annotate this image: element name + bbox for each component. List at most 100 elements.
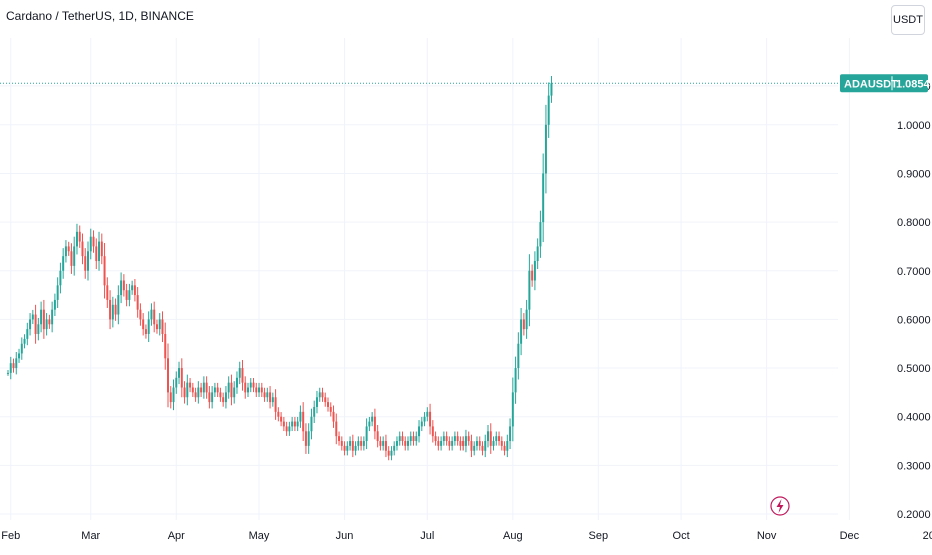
candle-body — [64, 246, 67, 257]
candle-body — [332, 411, 335, 422]
candle-body — [291, 421, 294, 427]
candle-body — [434, 436, 437, 442]
candle-body — [266, 392, 269, 398]
candle-body — [222, 397, 225, 403]
candle-body — [48, 319, 51, 325]
candle-body — [285, 426, 288, 432]
candle-body — [51, 309, 54, 325]
candle-body — [29, 319, 32, 330]
candle-body — [511, 392, 514, 427]
candle-body — [395, 441, 398, 446]
candle-body — [462, 441, 465, 446]
candle-body — [420, 421, 423, 427]
candle-body — [467, 436, 470, 442]
currency-unit-button[interactable]: USDT — [891, 5, 925, 35]
candle-body — [191, 387, 194, 393]
candle-body — [169, 392, 172, 403]
price-tick-label: 1.0000 — [897, 120, 931, 132]
candles — [7, 76, 553, 461]
candle-body — [282, 421, 285, 427]
candle-body — [147, 319, 150, 334]
candle-body — [280, 416, 283, 422]
candle-body — [539, 222, 542, 247]
candle-body — [470, 441, 473, 451]
candle-body — [384, 441, 387, 451]
candle-body — [362, 441, 365, 446]
candle-body — [106, 285, 109, 300]
candle-body — [103, 256, 106, 286]
time-tick-label: Feb — [1, 530, 20, 542]
candle-body — [423, 416, 426, 422]
candle-body — [376, 431, 379, 442]
candle-body — [167, 358, 169, 393]
candle-body — [183, 387, 186, 398]
candle-body — [343, 445, 346, 451]
candle-body — [354, 445, 357, 451]
time-tick-label: Nov — [757, 530, 777, 542]
candle-body — [255, 387, 258, 393]
candle-body — [269, 392, 272, 403]
candle-body — [509, 426, 512, 442]
candle-body — [128, 290, 131, 300]
candle-body — [216, 387, 219, 393]
candle-body — [18, 353, 21, 359]
candle-body — [481, 445, 484, 451]
candle-body — [89, 236, 92, 252]
candle-body — [42, 309, 45, 330]
candle-body — [464, 436, 467, 446]
candle-body — [415, 436, 418, 442]
candle-body — [180, 368, 183, 388]
candle-body — [431, 426, 434, 437]
candle-body — [522, 319, 525, 330]
candle-body — [109, 299, 112, 320]
price-tick-label: 0.3000 — [897, 460, 931, 472]
candle-body — [327, 402, 329, 407]
candle-body — [56, 285, 59, 300]
candle-body — [418, 426, 421, 437]
candle-body — [473, 445, 476, 451]
candle-body — [114, 304, 117, 315]
time-tick-label: Mar — [81, 530, 100, 542]
candle-body — [318, 392, 321, 398]
candle-body — [202, 382, 205, 393]
candle-body — [365, 426, 368, 442]
candle-body — [158, 319, 161, 330]
candle-body — [321, 392, 324, 398]
candle-body — [335, 421, 338, 437]
candle-body — [550, 83, 553, 96]
candle-body — [95, 246, 98, 262]
time-tick-label: Dec — [840, 530, 860, 542]
candle-body — [528, 270, 531, 310]
candle-body — [87, 251, 89, 271]
candle-body — [53, 299, 56, 310]
candle-body — [73, 246, 76, 266]
candle-body — [277, 411, 280, 417]
price-tick-label: 0.2000 — [897, 509, 931, 521]
candle-body — [150, 309, 153, 320]
candle-body — [75, 231, 78, 247]
candle-body — [371, 416, 374, 422]
candle-body — [357, 441, 360, 446]
price-tick-label: 0.5000 — [897, 363, 931, 375]
candle-body — [244, 382, 247, 393]
candle-body — [500, 441, 503, 446]
last-price-badge-bg — [840, 74, 928, 93]
candle-body — [233, 387, 236, 398]
candle-body — [288, 426, 291, 432]
candle-body — [503, 445, 506, 451]
candle-body — [525, 309, 528, 330]
candle-body — [412, 436, 415, 442]
candle-body — [208, 392, 211, 403]
candle-body — [9, 363, 12, 373]
candle-body — [293, 421, 296, 427]
lightning-icon[interactable] — [770, 496, 790, 516]
candle-body — [252, 382, 255, 388]
candle-body — [59, 270, 62, 286]
time-tick-label: Sep — [589, 530, 609, 542]
time-tick-label: May — [249, 530, 270, 542]
candle-body — [67, 246, 70, 252]
candle-body — [407, 441, 409, 446]
time-tick-label: Oct — [673, 530, 690, 542]
